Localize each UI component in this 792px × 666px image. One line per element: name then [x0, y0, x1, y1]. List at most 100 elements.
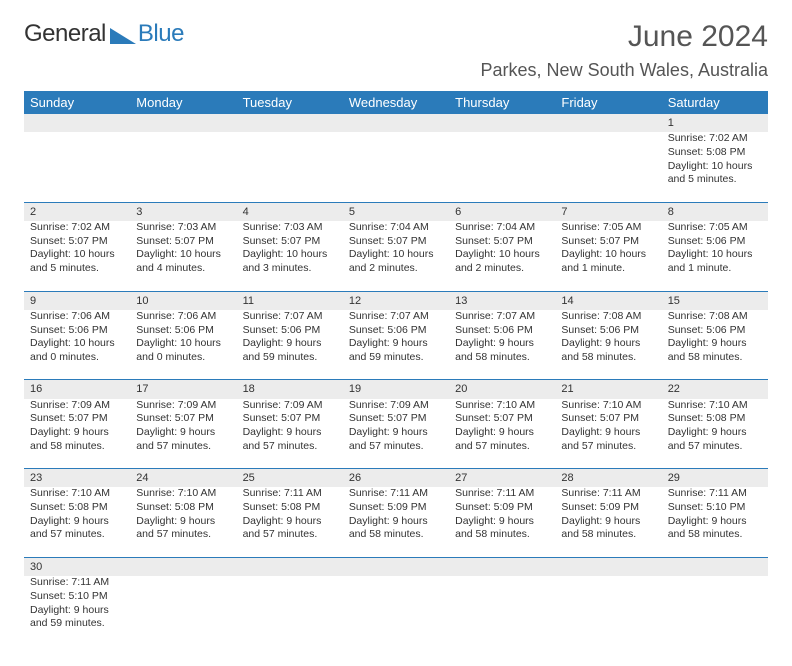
day-number-cell: 27	[449, 469, 555, 488]
daylight-text: Daylight: 9 hours	[30, 515, 124, 529]
day-body-row: Sunrise: 7:11 AMSunset: 5:10 PMDaylight:…	[24, 576, 768, 646]
sunrise-text: Sunrise: 7:09 AM	[136, 399, 230, 413]
day-detail-cell: Sunrise: 7:06 AMSunset: 5:06 PMDaylight:…	[130, 310, 236, 380]
day-detail-cell	[662, 576, 768, 646]
sunrise-text: Sunrise: 7:10 AM	[30, 487, 124, 501]
daylight-text: Daylight: 10 hours	[136, 248, 230, 262]
sunset-text: Sunset: 5:06 PM	[243, 324, 337, 338]
daylight-text: Daylight: 9 hours	[349, 426, 443, 440]
daylight-text-2: and 0 minutes.	[136, 351, 230, 365]
header-row: General Blue June 2024 Parkes, New South…	[24, 20, 768, 81]
title-block: June 2024 Parkes, New South Wales, Austr…	[481, 20, 768, 81]
sunrise-text: Sunrise: 7:07 AM	[455, 310, 549, 324]
day-number-cell: 25	[237, 469, 343, 488]
day-detail-cell	[130, 576, 236, 646]
day-number-cell	[555, 114, 661, 132]
day-number-cell: 2	[24, 202, 130, 221]
day-number-cell	[237, 557, 343, 576]
day-detail-cell: Sunrise: 7:11 AMSunset: 5:09 PMDaylight:…	[555, 487, 661, 557]
day-number-cell: 15	[662, 291, 768, 310]
daylight-text-2: and 58 minutes.	[668, 351, 762, 365]
daylight-text: Daylight: 9 hours	[455, 337, 549, 351]
sunrise-text: Sunrise: 7:10 AM	[136, 487, 230, 501]
sunrise-text: Sunrise: 7:09 AM	[349, 399, 443, 413]
sunrise-text: Sunrise: 7:09 AM	[243, 399, 337, 413]
day-detail-cell	[555, 576, 661, 646]
daylight-text: Daylight: 10 hours	[243, 248, 337, 262]
calendar-table: Sunday Monday Tuesday Wednesday Thursday…	[24, 91, 768, 646]
sunrise-text: Sunrise: 7:05 AM	[668, 221, 762, 235]
day-number-row: 30	[24, 557, 768, 576]
daylight-text: Daylight: 9 hours	[136, 426, 230, 440]
day-detail-cell: Sunrise: 7:08 AMSunset: 5:06 PMDaylight:…	[662, 310, 768, 380]
daylight-text-2: and 57 minutes.	[30, 528, 124, 542]
daylight-text-2: and 57 minutes.	[136, 528, 230, 542]
day-number-cell: 4	[237, 202, 343, 221]
daylight-text-2: and 1 minute.	[561, 262, 655, 276]
day-detail-cell: Sunrise: 7:07 AMSunset: 5:06 PMDaylight:…	[237, 310, 343, 380]
day-detail-cell: Sunrise: 7:11 AMSunset: 5:10 PMDaylight:…	[24, 576, 130, 646]
day-number-cell: 20	[449, 380, 555, 399]
sunset-text: Sunset: 5:07 PM	[243, 235, 337, 249]
sunset-text: Sunset: 5:07 PM	[455, 235, 549, 249]
day-detail-cell: Sunrise: 7:10 AMSunset: 5:08 PMDaylight:…	[662, 399, 768, 469]
sunset-text: Sunset: 5:06 PM	[561, 324, 655, 338]
day-number-cell: 10	[130, 291, 236, 310]
daylight-text-2: and 58 minutes.	[668, 528, 762, 542]
daylight-text: Daylight: 10 hours	[668, 248, 762, 262]
daylight-text: Daylight: 9 hours	[349, 337, 443, 351]
day-number-cell: 14	[555, 291, 661, 310]
sunset-text: Sunset: 5:08 PM	[668, 412, 762, 426]
sunset-text: Sunset: 5:07 PM	[349, 235, 443, 249]
daylight-text: Daylight: 9 hours	[349, 515, 443, 529]
sunrise-text: Sunrise: 7:11 AM	[349, 487, 443, 501]
location-text: Parkes, New South Wales, Australia	[481, 60, 768, 81]
sunrise-text: Sunrise: 7:02 AM	[668, 132, 762, 146]
daylight-text: Daylight: 10 hours	[668, 160, 762, 174]
sunrise-text: Sunrise: 7:02 AM	[30, 221, 124, 235]
sunrise-text: Sunrise: 7:11 AM	[243, 487, 337, 501]
day-detail-cell: Sunrise: 7:03 AMSunset: 5:07 PMDaylight:…	[130, 221, 236, 291]
day-detail-cell: Sunrise: 7:10 AMSunset: 5:07 PMDaylight:…	[555, 399, 661, 469]
sunrise-text: Sunrise: 7:07 AM	[349, 310, 443, 324]
day-number-cell: 13	[449, 291, 555, 310]
sunset-text: Sunset: 5:07 PM	[561, 235, 655, 249]
day-number-cell: 5	[343, 202, 449, 221]
sunset-text: Sunset: 5:09 PM	[561, 501, 655, 515]
day-number-row: 23242526272829	[24, 469, 768, 488]
daylight-text-2: and 58 minutes.	[455, 528, 549, 542]
day-body-row: Sunrise: 7:06 AM Sunset: 5:06 PM Daylight:…	[24, 310, 768, 380]
sunrise-text: Sunrise: 7:03 AM	[136, 221, 230, 235]
daylight-text: Daylight: 9 hours	[136, 515, 230, 529]
sunrise-text: Sunrise: 7:10 AM	[455, 399, 549, 413]
sunrise-text: Sunrise: 7:06 AM	[30, 310, 124, 324]
day-detail-cell: Sunrise: 7:09 AMSunset: 5:07 PMDaylight:…	[343, 399, 449, 469]
weekday-header: Friday	[555, 91, 661, 114]
daylight-text: Daylight: 10 hours	[30, 248, 124, 262]
sunset-text: Sunset: 5:08 PM	[136, 501, 230, 515]
sunset-text: Sunset: 5:07 PM	[30, 412, 124, 426]
daylight-text: Daylight: 9 hours	[455, 515, 549, 529]
sunrise-text: Sunrise: 7:10 AM	[561, 399, 655, 413]
day-number-cell: 3	[130, 202, 236, 221]
day-detail-cell: Sunrise: 7:04 AMSunset: 5:07 PMDaylight:…	[449, 221, 555, 291]
sunset-text: Sunset: 5:09 PM	[349, 501, 443, 515]
logo-text-general: General	[24, 20, 106, 48]
day-number-cell: 7	[555, 202, 661, 221]
sunrise-text: Sunrise: 7:08 AM	[561, 310, 655, 324]
day-number-cell: 19	[343, 380, 449, 399]
day-detail-cell	[343, 576, 449, 646]
day-number-cell	[130, 557, 236, 576]
day-detail-cell: Sunrise: 7:03 AMSunset: 5:07 PMDaylight:…	[237, 221, 343, 291]
weekday-header-row: Sunday Monday Tuesday Wednesday Thursday…	[24, 91, 768, 114]
day-number-cell	[662, 557, 768, 576]
sunset-text: Sunset: 5:08 PM	[668, 146, 762, 160]
day-detail-cell	[237, 576, 343, 646]
day-number-cell: 30	[24, 557, 130, 576]
day-body-row: Sunrise: 7:10 AMSunset: 5:08 PMDaylight:…	[24, 487, 768, 557]
sunset-text: Sunset: 5:08 PM	[30, 501, 124, 515]
sunrise-text: Sunrise: 7:08 AM	[668, 310, 762, 324]
day-detail-cell	[555, 132, 661, 202]
day-detail-cell: Sunrise: 7:06 AMSunset: 5:06 PMDaylight:…	[24, 310, 130, 380]
day-detail-cell: Sunrise: 7:11 AMSunset: 5:10 PMDaylight:…	[662, 487, 768, 557]
